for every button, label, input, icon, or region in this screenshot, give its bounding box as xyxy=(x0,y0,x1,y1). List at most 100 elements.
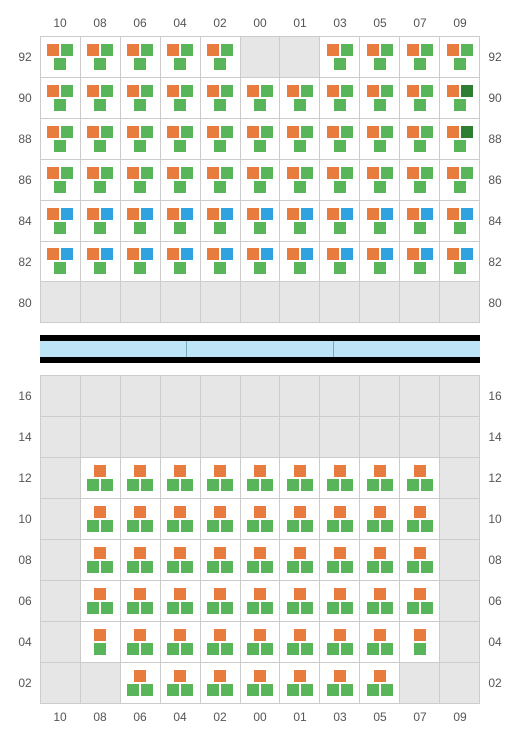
cell xyxy=(120,78,160,118)
chip-row xyxy=(244,85,277,97)
chip xyxy=(334,547,346,559)
chip xyxy=(261,126,273,138)
chip-row xyxy=(443,44,476,56)
col-label: 01 xyxy=(280,10,320,36)
chip-row xyxy=(164,262,197,274)
chip xyxy=(334,222,346,234)
chip xyxy=(447,208,459,220)
col-label: 09 xyxy=(440,10,480,36)
chip xyxy=(414,588,426,600)
chip-row xyxy=(124,588,157,600)
cell xyxy=(399,499,439,539)
row-labels-left: 1614121008060402 xyxy=(10,375,40,703)
chip-row xyxy=(323,44,356,56)
cell xyxy=(200,663,240,703)
chip xyxy=(341,602,353,614)
chip xyxy=(101,44,113,56)
cell xyxy=(160,581,200,621)
chip xyxy=(287,248,299,260)
chip-row xyxy=(204,547,237,559)
chip xyxy=(374,140,386,152)
divider-segment xyxy=(333,341,480,357)
chip xyxy=(454,99,466,111)
chip xyxy=(247,561,259,573)
chip xyxy=(127,520,139,532)
cell xyxy=(359,622,399,662)
chip xyxy=(214,181,226,193)
chip xyxy=(174,629,186,641)
chip-row xyxy=(84,167,117,179)
cell xyxy=(41,622,80,662)
cell xyxy=(319,201,359,241)
chip xyxy=(181,44,193,56)
col-label: 10 xyxy=(40,704,80,730)
chip-row xyxy=(403,44,436,56)
cell xyxy=(359,458,399,498)
chip xyxy=(61,208,73,220)
chip xyxy=(221,684,233,696)
chip xyxy=(367,208,379,220)
cell xyxy=(240,376,280,416)
cell xyxy=(319,540,359,580)
cell xyxy=(359,540,399,580)
chip xyxy=(167,561,179,573)
chip-row xyxy=(283,140,316,152)
chip-row xyxy=(164,208,197,220)
chip-row xyxy=(403,181,436,193)
cell xyxy=(279,242,319,282)
chip xyxy=(134,99,146,111)
chip xyxy=(127,248,139,260)
cell xyxy=(319,622,359,662)
chip-row xyxy=(84,262,117,274)
chip xyxy=(174,588,186,600)
chip xyxy=(367,85,379,97)
col-label: 02 xyxy=(200,704,240,730)
chip-row xyxy=(124,58,157,70)
chip xyxy=(127,167,139,179)
grid-row xyxy=(41,118,479,159)
chip xyxy=(454,222,466,234)
cell xyxy=(200,622,240,662)
chip xyxy=(367,561,379,573)
chip xyxy=(221,248,233,260)
chip-row xyxy=(323,99,356,111)
chip xyxy=(334,58,346,70)
chip-row xyxy=(403,506,436,518)
chip xyxy=(381,208,393,220)
cell xyxy=(240,622,280,662)
chip xyxy=(301,85,313,97)
chip xyxy=(414,643,426,655)
cell xyxy=(319,376,359,416)
cell xyxy=(160,282,200,322)
chip-row xyxy=(363,643,396,655)
chip xyxy=(421,602,433,614)
chip xyxy=(447,126,459,138)
chip-row xyxy=(363,670,396,682)
grid-row xyxy=(41,281,479,322)
chip xyxy=(381,85,393,97)
cell xyxy=(120,201,160,241)
chip xyxy=(141,520,153,532)
row-label: 88 xyxy=(480,118,510,159)
chip-row xyxy=(283,248,316,260)
chip-row xyxy=(363,684,396,696)
chip xyxy=(287,561,299,573)
cell xyxy=(279,78,319,118)
chip-row xyxy=(283,588,316,600)
chip xyxy=(101,479,113,491)
chip-row xyxy=(164,222,197,234)
chip xyxy=(294,181,306,193)
chip-row xyxy=(204,262,237,274)
cell xyxy=(120,119,160,159)
grid xyxy=(40,375,480,703)
chip xyxy=(374,629,386,641)
chip xyxy=(47,248,59,260)
chip-row xyxy=(124,44,157,56)
col-label: 07 xyxy=(400,704,440,730)
cell xyxy=(439,376,479,416)
grid-row xyxy=(41,200,479,241)
chip-row xyxy=(204,99,237,111)
cell xyxy=(240,160,280,200)
chip-row xyxy=(323,85,356,97)
chip xyxy=(141,479,153,491)
